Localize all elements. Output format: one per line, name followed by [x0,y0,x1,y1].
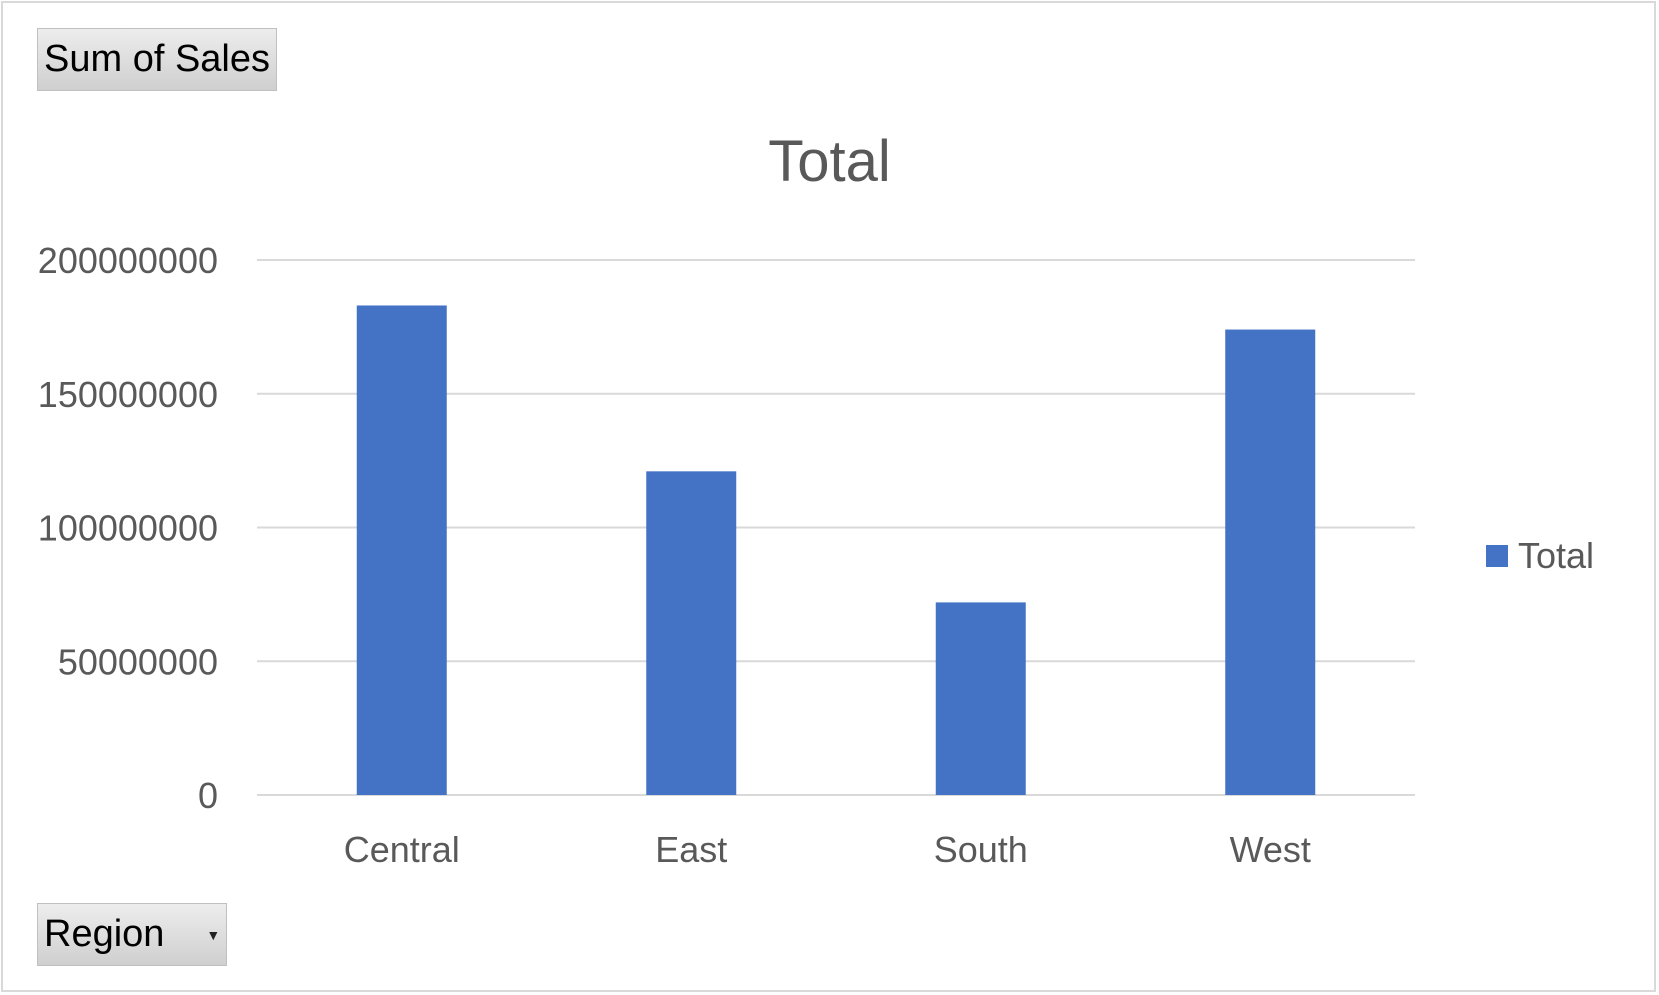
chart-title: Total [768,129,891,194]
y-tick-label: 0 [198,775,218,816]
legend-label: Total [1518,535,1595,576]
y-tick-label: 150000000 [38,374,218,415]
y-tick-label: 200000000 [38,240,218,281]
y-tick-label: 50000000 [58,641,218,682]
x-tick-label: West [1230,829,1311,870]
chevron-down-icon[interactable]: ▼ [206,926,221,943]
bar [935,602,1026,795]
x-tick-label: East [655,829,727,870]
legend: Total [1486,535,1594,577]
bar [646,471,737,795]
values-field-button[interactable]: Sum of Sales [37,28,277,91]
y-tick-label: 100000000 [38,508,218,549]
bar [1225,329,1316,795]
values-field-label: Sum of Sales [44,38,270,80]
x-tick-label: South [934,829,1028,870]
bar [356,305,447,795]
axis-field-label: Region [44,913,165,955]
legend-swatch [1486,545,1508,567]
x-tick-label: Central [344,829,460,870]
axis-field-button[interactable]: Region ▼ [37,903,227,966]
